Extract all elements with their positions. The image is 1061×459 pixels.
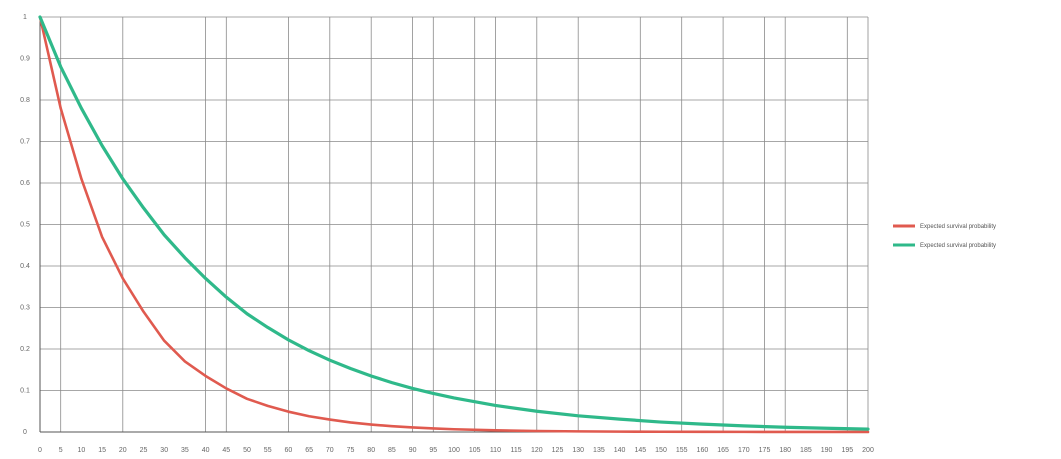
x-tick-label: 75	[347, 447, 355, 454]
x-tick-label: 20	[119, 447, 127, 454]
legend: Expected survival probability Expected su…	[893, 224, 996, 249]
x-tick-label: 60	[285, 447, 293, 454]
x-tick-label: 35	[181, 447, 189, 454]
legend-label: Expected survival probability	[920, 243, 996, 249]
series-lines	[38, 15, 870, 434]
y-tick-label: 0.7	[20, 139, 30, 146]
x-tick-label: 0	[38, 447, 42, 454]
x-tick-label: 160	[697, 447, 709, 454]
x-tick-label: 25	[140, 447, 148, 454]
series-line-2	[38, 15, 870, 431]
x-tick-label: 45	[222, 447, 230, 454]
x-tick-label: 195	[841, 447, 853, 454]
x-tick-label: 15	[98, 447, 106, 454]
x-tick-label: 95	[429, 447, 437, 454]
x-tick-labels: 0 5 10 15 20 25 30 35 40 45 50 55 60 65 70 75 80 85 90 95 10…	[38, 447, 874, 454]
x-tick-label: 175	[759, 447, 771, 454]
x-tick-label: 40	[202, 447, 210, 454]
y-tick-label: 0	[23, 429, 27, 436]
y-tick-label: 0.6	[20, 180, 30, 187]
x-tick-label: 145	[634, 447, 646, 454]
x-tick-label: 200	[862, 447, 874, 454]
y-tick-labels: 0 0.1 0.2 0.3 0.4 0.5 0.6 0.7 0.8 0.9 1	[20, 14, 30, 436]
x-tick-label: 50	[243, 447, 251, 454]
x-tick-label: 165	[717, 447, 729, 454]
x-tick-label: 105	[469, 447, 481, 454]
y-tick-label: 0.1	[20, 388, 30, 395]
x-tick-label: 120	[531, 447, 543, 454]
x-tick-label: 140	[614, 447, 626, 454]
x-tick-label: 5	[59, 447, 63, 454]
x-tick-label: 130	[572, 447, 584, 454]
x-tick-label: 90	[409, 447, 417, 454]
x-tick-label: 115	[511, 447, 522, 454]
y-tick-label: 0.5	[20, 222, 30, 229]
x-tick-label: 85	[388, 447, 396, 454]
y-tick-label: 0.4	[20, 263, 30, 270]
x-tick-label: 135	[593, 447, 605, 454]
series-line-1	[38, 15, 870, 434]
x-tick-label: 100	[448, 447, 460, 454]
y-tick-label: 0.8	[20, 97, 30, 104]
y-tick-label: 0.2	[20, 346, 30, 353]
x-tick-label: 110	[490, 447, 501, 454]
x-tick-label: 150	[655, 447, 667, 454]
legend-label: Expected survival probability	[920, 224, 996, 230]
grid-lines	[39, 16, 869, 433]
y-tick-label: 1	[23, 14, 27, 21]
x-tick-label: 125	[552, 447, 564, 454]
y-tick-label: 0.9	[20, 56, 30, 63]
x-tick-label: 65	[305, 447, 313, 454]
x-tick-label: 80	[367, 447, 375, 454]
y-tick-label: 0.3	[20, 305, 30, 312]
x-tick-label: 30	[160, 447, 168, 454]
x-tick-label: 55	[264, 447, 272, 454]
x-tick-label: 185	[800, 447, 812, 454]
x-tick-label: 155	[676, 447, 688, 454]
x-tick-label: 180	[779, 447, 791, 454]
x-tick-label: 190	[821, 447, 833, 454]
x-tick-label: 10	[78, 447, 86, 454]
x-tick-label: 70	[326, 447, 334, 454]
x-tick-label: 170	[738, 447, 750, 454]
